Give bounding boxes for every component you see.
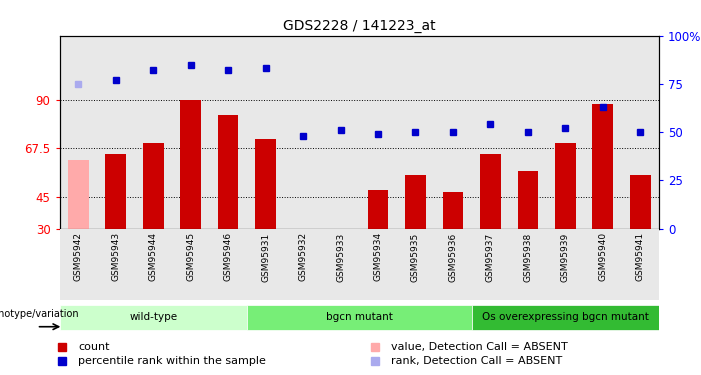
FancyBboxPatch shape: [509, 229, 547, 300]
Text: GSM95932: GSM95932: [299, 232, 308, 281]
Text: genotype/variation: genotype/variation: [0, 309, 80, 319]
Bar: [480, 154, 501, 229]
FancyBboxPatch shape: [622, 229, 659, 300]
Text: GSM95940: GSM95940: [598, 232, 607, 281]
Bar: [143, 143, 163, 229]
FancyBboxPatch shape: [397, 229, 434, 300]
Bar: [517, 171, 538, 229]
Bar: [105, 154, 126, 229]
Text: GSM95945: GSM95945: [186, 232, 195, 281]
Text: GSM95935: GSM95935: [411, 232, 420, 282]
Bar: [555, 143, 576, 229]
Bar: [172, 36, 210, 229]
Bar: [322, 36, 359, 229]
Text: GSM95931: GSM95931: [261, 232, 270, 282]
FancyBboxPatch shape: [285, 229, 322, 300]
Bar: [218, 115, 238, 229]
Text: GSM95943: GSM95943: [111, 232, 121, 281]
Bar: [180, 100, 201, 229]
FancyBboxPatch shape: [584, 229, 622, 300]
Bar: [68, 160, 88, 229]
Bar: [293, 229, 313, 250]
Text: percentile rank within the sample: percentile rank within the sample: [79, 356, 266, 366]
Bar: [135, 36, 172, 229]
Bar: [247, 36, 285, 229]
Text: rank, Detection Call = ABSENT: rank, Detection Call = ABSENT: [391, 356, 563, 366]
FancyBboxPatch shape: [247, 305, 472, 330]
Text: GSM95934: GSM95934: [374, 232, 383, 281]
Bar: [630, 175, 651, 229]
FancyBboxPatch shape: [472, 305, 659, 330]
Text: value, Detection Call = ABSENT: value, Detection Call = ABSENT: [391, 342, 568, 352]
Text: GSM95937: GSM95937: [486, 232, 495, 282]
Bar: [60, 36, 97, 229]
FancyBboxPatch shape: [247, 229, 285, 300]
Bar: [434, 36, 472, 229]
FancyBboxPatch shape: [60, 229, 97, 300]
Bar: [442, 192, 463, 229]
Bar: [547, 36, 584, 229]
FancyBboxPatch shape: [210, 229, 247, 300]
Text: wild-type: wild-type: [129, 312, 177, 322]
Text: bgcn mutant: bgcn mutant: [326, 312, 393, 322]
Bar: [210, 36, 247, 229]
Bar: [592, 104, 613, 229]
Text: count: count: [79, 342, 110, 352]
Bar: [359, 36, 397, 229]
FancyBboxPatch shape: [472, 229, 509, 300]
Bar: [584, 36, 622, 229]
Title: GDS2228 / 141223_at: GDS2228 / 141223_at: [283, 19, 435, 33]
FancyBboxPatch shape: [172, 229, 210, 300]
Text: GSM95941: GSM95941: [636, 232, 645, 281]
FancyBboxPatch shape: [60, 305, 247, 330]
Bar: [397, 36, 434, 229]
Text: GSM95942: GSM95942: [74, 232, 83, 281]
Bar: [368, 190, 388, 229]
Text: GSM95938: GSM95938: [524, 232, 532, 282]
FancyBboxPatch shape: [97, 229, 135, 300]
Bar: [405, 175, 426, 229]
Text: Os overexpressing bgcn mutant: Os overexpressing bgcn mutant: [482, 312, 648, 322]
Bar: [509, 36, 547, 229]
Text: GSM95939: GSM95939: [561, 232, 570, 282]
FancyBboxPatch shape: [547, 229, 584, 300]
Bar: [472, 36, 509, 229]
Bar: [97, 36, 135, 229]
Bar: [255, 139, 276, 229]
Bar: [285, 36, 322, 229]
FancyBboxPatch shape: [135, 229, 172, 300]
FancyBboxPatch shape: [322, 229, 359, 300]
FancyBboxPatch shape: [434, 229, 472, 300]
Text: GSM95933: GSM95933: [336, 232, 345, 282]
Text: GSM95944: GSM95944: [149, 232, 158, 281]
FancyBboxPatch shape: [359, 229, 397, 300]
Text: GSM95936: GSM95936: [449, 232, 458, 282]
Text: GSM95946: GSM95946: [224, 232, 233, 281]
Bar: [622, 36, 659, 229]
